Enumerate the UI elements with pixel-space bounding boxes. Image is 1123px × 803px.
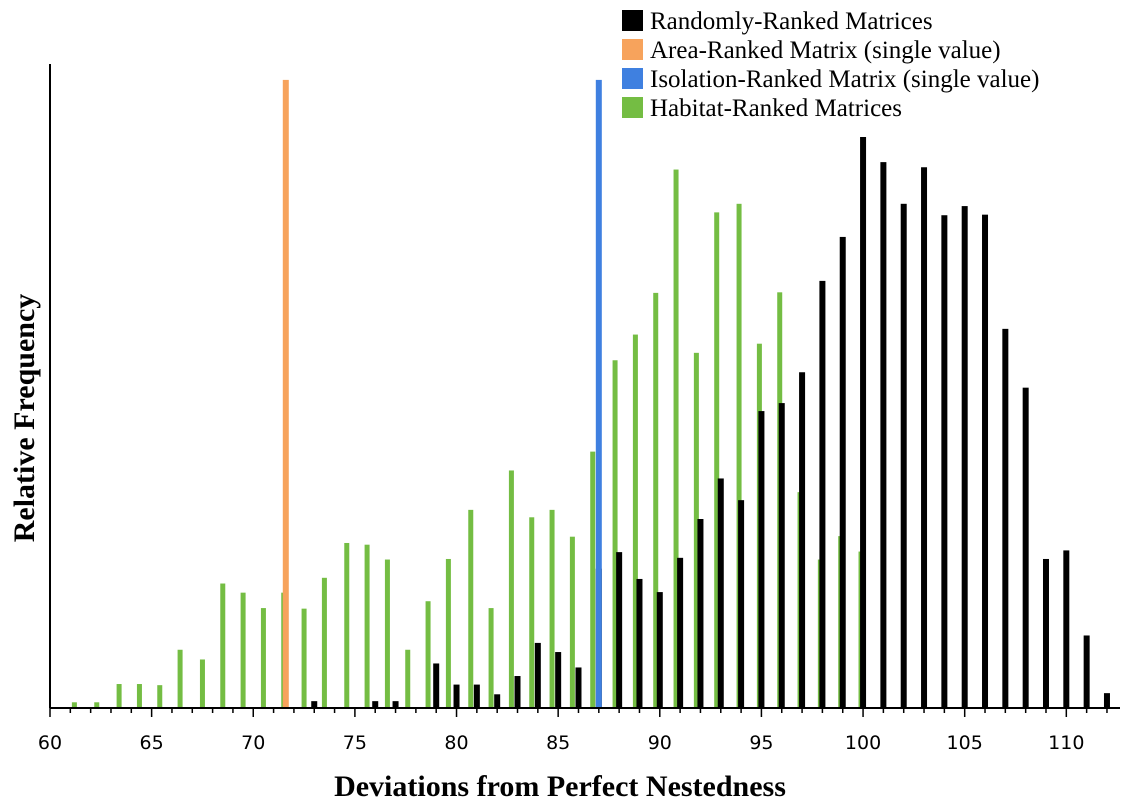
habitat-ranked-matrices-bar [468, 509, 474, 708]
randomly-ranked-matrices-bar [656, 592, 663, 708]
randomly-ranked-matrices-bar [575, 667, 582, 708]
randomly-ranked-matrices-bar [372, 701, 379, 708]
randomly-ranked-matrices-bar [839, 236, 846, 708]
isolation-ranked-matrix-single-value-line [595, 79, 602, 708]
habitat-ranked-matrices-bar [488, 608, 494, 708]
x-tick-label: 90 [648, 732, 672, 754]
habitat-ranked-matrices-bar [364, 544, 370, 708]
legend-label: Habitat-Ranked Matrices [650, 95, 902, 122]
habitat-ranked-matrices-bar [136, 684, 142, 708]
habitat-ranked-matrices-bar [199, 659, 205, 708]
randomly-ranked-matrices-bar [880, 162, 887, 708]
x-tick-label: 65 [140, 732, 164, 754]
habitat-ranked-matrices-bar [508, 470, 514, 708]
reference-lines-layer [282, 79, 602, 708]
randomly-ranked-matrices-bar [697, 519, 704, 708]
randomly-ranked-matrices-bar [758, 411, 765, 708]
habitat-ranked-matrices-bar [569, 536, 575, 708]
x-tick-label: 75 [343, 732, 367, 754]
x-tick-label: 70 [241, 732, 265, 754]
x-tick-label: 60 [38, 732, 62, 754]
randomly-ranked-matrices-bar [982, 214, 989, 708]
randomly-ranked-matrices-bar [473, 684, 480, 708]
randomly-ranked-matrices-bar [453, 684, 460, 708]
randomly-ranked-matrices-bar [514, 676, 521, 708]
legend-label: Area-Ranked Matrix (single value) [650, 37, 1001, 64]
randomly-ranked-matrices-bar [392, 701, 399, 708]
randomly-ranked-matrices-bar [616, 552, 623, 708]
habitat-ranked-matrices-bar [529, 517, 535, 708]
legend-swatch [622, 68, 643, 89]
habitat-ranked-matrices-bar [445, 558, 451, 708]
habitat-ranked-matrices-bar [321, 577, 327, 708]
x-tick-label: 95 [749, 732, 773, 754]
randomly-ranked-matrices-bar [799, 372, 806, 708]
randomly-ranked-matrices-bar [494, 694, 501, 708]
legend-label: Isolation-Ranked Matrix (single value) [650, 66, 1039, 93]
randomly-ranked-matrices-bar [1103, 693, 1110, 708]
bars-layer [71, 137, 1110, 709]
habitat-ranked-matrices-bar [714, 212, 720, 708]
habitat-ranked-matrices-bar [693, 352, 699, 708]
habitat-ranked-matrices-bar [405, 649, 411, 708]
legend-swatch [622, 97, 643, 118]
randomly-ranked-matrices-bar [961, 206, 968, 708]
habitat-ranked-matrices-bar [736, 203, 742, 708]
randomly-ranked-matrices-bar [941, 215, 948, 709]
habitat-ranked-matrices-bar [344, 542, 350, 708]
x-tick-label: 80 [444, 732, 468, 754]
randomly-ranked-matrices-bar [1042, 558, 1049, 708]
randomly-ranked-matrices-bar [860, 137, 867, 708]
randomly-ranked-matrices-bar [1063, 550, 1070, 708]
randomly-ranked-matrices-bar [555, 652, 562, 708]
randomly-ranked-matrices-bar [311, 701, 318, 708]
randomly-ranked-matrices-bar [738, 500, 745, 708]
habitat-ranked-matrices-bar [632, 334, 638, 708]
habitat-ranked-matrices-bar [177, 649, 183, 708]
randomly-ranked-matrices-bar [778, 403, 785, 708]
x-tick-label: 85 [546, 732, 570, 754]
randomly-ranked-matrices-bar [534, 642, 541, 708]
habitat-ranked-matrices-bar [653, 292, 659, 708]
randomly-ranked-matrices-bar [1022, 387, 1029, 708]
randomly-ranked-matrices-bar [1083, 635, 1090, 708]
x-tick-label: 110 [1048, 732, 1084, 754]
x-ticks: 60 65 70 75 80 85 90 95 100 105 110 [38, 708, 1108, 754]
habitat-ranked-matrices-bar [612, 360, 618, 708]
habitat-ranked-matrices-bar [220, 583, 226, 708]
habitat-ranked-matrices-bar [260, 608, 266, 708]
randomly-ranked-matrices-bar [636, 578, 643, 708]
habitat-ranked-matrices-bar [94, 702, 100, 708]
habitat-ranked-matrices-bar [549, 509, 555, 708]
habitat-ranked-matrices-bar [384, 559, 390, 708]
habitat-ranked-matrices-bar [116, 684, 122, 708]
habitat-ranked-matrices-bar [425, 601, 431, 708]
randomly-ranked-matrices-bar [921, 167, 928, 708]
habitat-ranked-matrices-bar [71, 702, 77, 708]
habitat-ranked-matrices-bar [590, 451, 596, 708]
legend-label: Randomly-Ranked Matrices [650, 8, 933, 35]
habitat-ranked-matrices-bar [157, 685, 163, 708]
y-axis-title: Relative Frequency [8, 294, 41, 543]
randomly-ranked-matrices-bar [717, 478, 724, 708]
randomly-ranked-matrices-bar [1002, 328, 1009, 708]
randomly-ranked-matrices-bar [677, 557, 684, 708]
x-tick-label: 100 [845, 732, 881, 754]
habitat-ranked-matrices-bar [240, 592, 246, 708]
x-axis-title: Deviations from Perfect Nestedness [334, 770, 786, 803]
randomly-ranked-matrices-bar [900, 203, 907, 708]
x-tick-label: 105 [947, 732, 983, 754]
randomly-ranked-matrices-bar [819, 280, 826, 708]
legend-swatch [622, 10, 643, 31]
habitat-ranked-matrices-bar [673, 169, 679, 709]
area-ranked-matrix-single-value-line [282, 79, 289, 708]
legend-swatch [622, 39, 643, 60]
habitat-ranked-matrices-bar [301, 608, 307, 708]
randomly-ranked-matrices-bar [433, 663, 440, 708]
